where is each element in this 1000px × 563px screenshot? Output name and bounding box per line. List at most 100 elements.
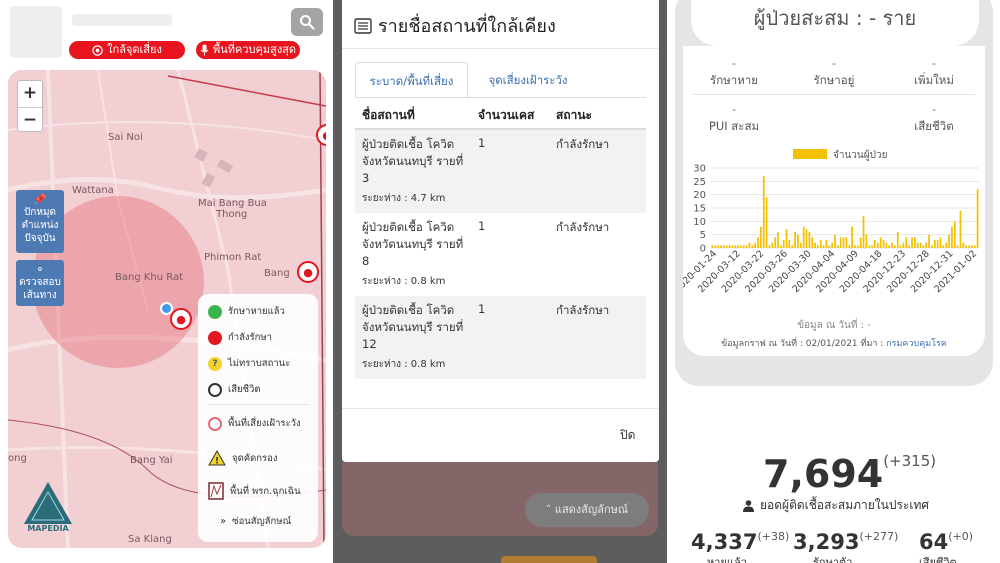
treating-total-delta: (+277) bbox=[859, 530, 899, 543]
max-control-area-button[interactable]: พื้นที่ควบคุมสูงสุด bbox=[196, 41, 300, 59]
table-row[interactable]: ผู้ป่วยติดเชื้อ โควิด จังหวัดนนทบุรี ราย… bbox=[355, 130, 646, 213]
check-route-button[interactable]: ⚬ ตรวจสอบ เส้นทาง bbox=[16, 260, 64, 306]
pin-current-location-button[interactable]: 📌 ปักหมุด ตำแหน่ง ปัจจุบัน bbox=[16, 190, 64, 253]
chart-container: จำนวนผู้ป่วย 0 5 10 15 20 25 30 2020-01-24 2020-0… bbox=[672, 146, 985, 356]
modal-header-divider bbox=[342, 48, 659, 49]
bar bbox=[785, 229, 788, 248]
legend-treating-label: กำลังรักษา bbox=[228, 332, 272, 343]
case-marker[interactable]: ● bbox=[170, 308, 192, 330]
bar bbox=[802, 226, 805, 248]
bar bbox=[845, 237, 848, 248]
tab-risk-watch-point[interactable]: จุดเสี่ยงเฝ้าระวัง bbox=[488, 73, 568, 87]
zoom-control: + − bbox=[17, 80, 43, 132]
bar bbox=[842, 237, 845, 248]
header-divider bbox=[355, 128, 646, 130]
pin-button-line3: ปัจจุบัน bbox=[24, 233, 56, 244]
zoom-out-button[interactable]: − bbox=[18, 107, 42, 133]
bar bbox=[717, 245, 720, 248]
bar bbox=[868, 245, 871, 248]
bar bbox=[911, 237, 913, 248]
stat-recovered: - รักษาหาย bbox=[689, 56, 779, 90]
bar bbox=[848, 245, 851, 248]
legend-treating[interactable]: กำลังรักษา bbox=[208, 330, 272, 345]
bar bbox=[782, 240, 785, 248]
search-button[interactable] bbox=[291, 8, 323, 36]
case-marker[interactable]: ● bbox=[297, 261, 319, 283]
hide-legend-button[interactable]: » ซ่อนสัญลักษณ์ bbox=[220, 514, 291, 529]
bar bbox=[737, 245, 739, 248]
show-symbols-button[interactable]: ˄ แสดงสัญลักษณ์ bbox=[525, 493, 649, 527]
zoom-in-button[interactable]: + bbox=[22, 83, 38, 103]
map-view[interactable]: + − Sai Noi Wattana Mai Bang Bua Thong P… bbox=[8, 70, 326, 548]
max-control-area-label: พื้นที่ควบคุมสูงสุด bbox=[212, 43, 297, 56]
recovered-total-value: 4,337 bbox=[691, 530, 758, 554]
bar bbox=[948, 234, 950, 248]
app-name bbox=[72, 14, 172, 26]
mapedia-logo-text: MAPEDIA bbox=[27, 524, 69, 533]
cumulative-patients-title: ผู้ป่วยสะสม : - ราย bbox=[753, 6, 917, 30]
modal-header: รายชื่อสถานที่ใกล้เคียง bbox=[354, 11, 556, 40]
place-name: ผู้ป่วยติดเชื้อ โควิด จังหวัดนนทบุรี ราย… bbox=[362, 137, 464, 185]
graph-source-link[interactable]: กรมควบคุมโรค bbox=[886, 339, 947, 349]
close-button[interactable]: ปิด bbox=[620, 428, 636, 442]
legend-recovered[interactable]: รักษาหายแล้ว bbox=[208, 304, 285, 319]
bar bbox=[765, 197, 768, 248]
app-logo bbox=[10, 6, 62, 58]
bar bbox=[970, 245, 973, 248]
stats-divider bbox=[693, 94, 975, 95]
table-row[interactable]: ผู้ป่วยติดเชื้อ โควิด จังหวัดนนทบุรี ราย… bbox=[355, 213, 646, 296]
table-row[interactable]: ผู้ป่วยติดเชื้อ โควิด จังหวัดนนทบุรี ราย… bbox=[355, 296, 646, 379]
national-total-value: 7,694 bbox=[763, 452, 884, 496]
modal-title: รายชื่อสถานที่ใกล้เคียง bbox=[378, 16, 556, 37]
deaths-total-value: 64 bbox=[919, 530, 949, 554]
stat-pui: - PUI สะสม bbox=[689, 102, 779, 136]
graph-source-text: ข้อมูลกราฟ ณ วันที่ : 02/01/2021 ที่มา : bbox=[721, 339, 884, 349]
bar bbox=[933, 240, 936, 248]
y-tick-label: 30 bbox=[693, 164, 706, 175]
case-status: กำลังรักษา bbox=[556, 303, 610, 317]
header-place-name: ชื่อสถานที่ bbox=[362, 108, 415, 122]
pin-button-line1: ปักหมุด bbox=[23, 207, 57, 218]
bar bbox=[925, 242, 928, 248]
map-label-sa-klang: Sa Klang bbox=[128, 534, 172, 545]
bar bbox=[777, 232, 779, 248]
search-icon bbox=[300, 15, 315, 30]
bar bbox=[931, 245, 933, 248]
y-tick-label: 20 bbox=[693, 190, 706, 201]
deaths-total: 64(+0) bbox=[919, 530, 973, 554]
near-risk-button[interactable]: ใกล้จุดเสี่ยง bbox=[69, 41, 185, 59]
bar bbox=[851, 226, 854, 248]
legend-dead[interactable]: เสียชีวิต bbox=[208, 382, 261, 397]
stat-value: - bbox=[731, 102, 737, 116]
map-label-bang: Bang bbox=[264, 268, 290, 279]
bar bbox=[876, 242, 879, 248]
legend-dead-label: เสียชีวิต bbox=[228, 384, 261, 395]
recovered-total: 4,337(+38) bbox=[691, 530, 789, 554]
tab-outbreak-risk-area[interactable]: ระบาด/พื้นที่เสี่ยง bbox=[355, 62, 468, 98]
bar bbox=[956, 245, 959, 248]
bar bbox=[805, 229, 808, 248]
stat-deaths: - เสียชีวิต bbox=[889, 102, 979, 136]
treating-total-label: รักษาตัว bbox=[813, 556, 853, 563]
person-icon bbox=[743, 499, 754, 512]
nearby-places-modal: รายชื่อสถานที่ใกล้เคียง ระบาด/พื้นที่เสี… bbox=[342, 0, 659, 462]
bar bbox=[899, 245, 902, 248]
legend-emergency[interactable]: พื้นที่ พรก.ฉุกเฉิน bbox=[208, 482, 301, 500]
bar bbox=[742, 245, 745, 248]
legend-screening-label: จุดคัดกรอง bbox=[232, 452, 278, 464]
national-total-label: ยอดผู้ติดเชื้อสะสมภายในประเทศ bbox=[760, 498, 929, 512]
legend-label: จำนวนผู้ป่วย bbox=[833, 149, 887, 161]
legend-unknown[interactable]: ? ไม่ทราบสถานะ bbox=[208, 356, 290, 371]
bar bbox=[882, 240, 885, 248]
bar bbox=[731, 245, 734, 248]
legend-screening[interactable]: ! จุดคัดกรอง bbox=[208, 450, 277, 466]
mapedia-logo: MAPEDIA bbox=[22, 480, 74, 538]
bar bbox=[828, 245, 831, 248]
modal-footer-divider bbox=[342, 408, 659, 409]
bar bbox=[865, 234, 868, 248]
stat-label: PUI สะสม bbox=[708, 119, 760, 133]
recovered-person-icon bbox=[208, 304, 222, 319]
legend-risk-area[interactable]: พื้นที่เสี่ยงเฝ้าระวัง bbox=[208, 416, 301, 431]
bar bbox=[839, 237, 842, 248]
warning-icon: ! bbox=[208, 450, 226, 466]
